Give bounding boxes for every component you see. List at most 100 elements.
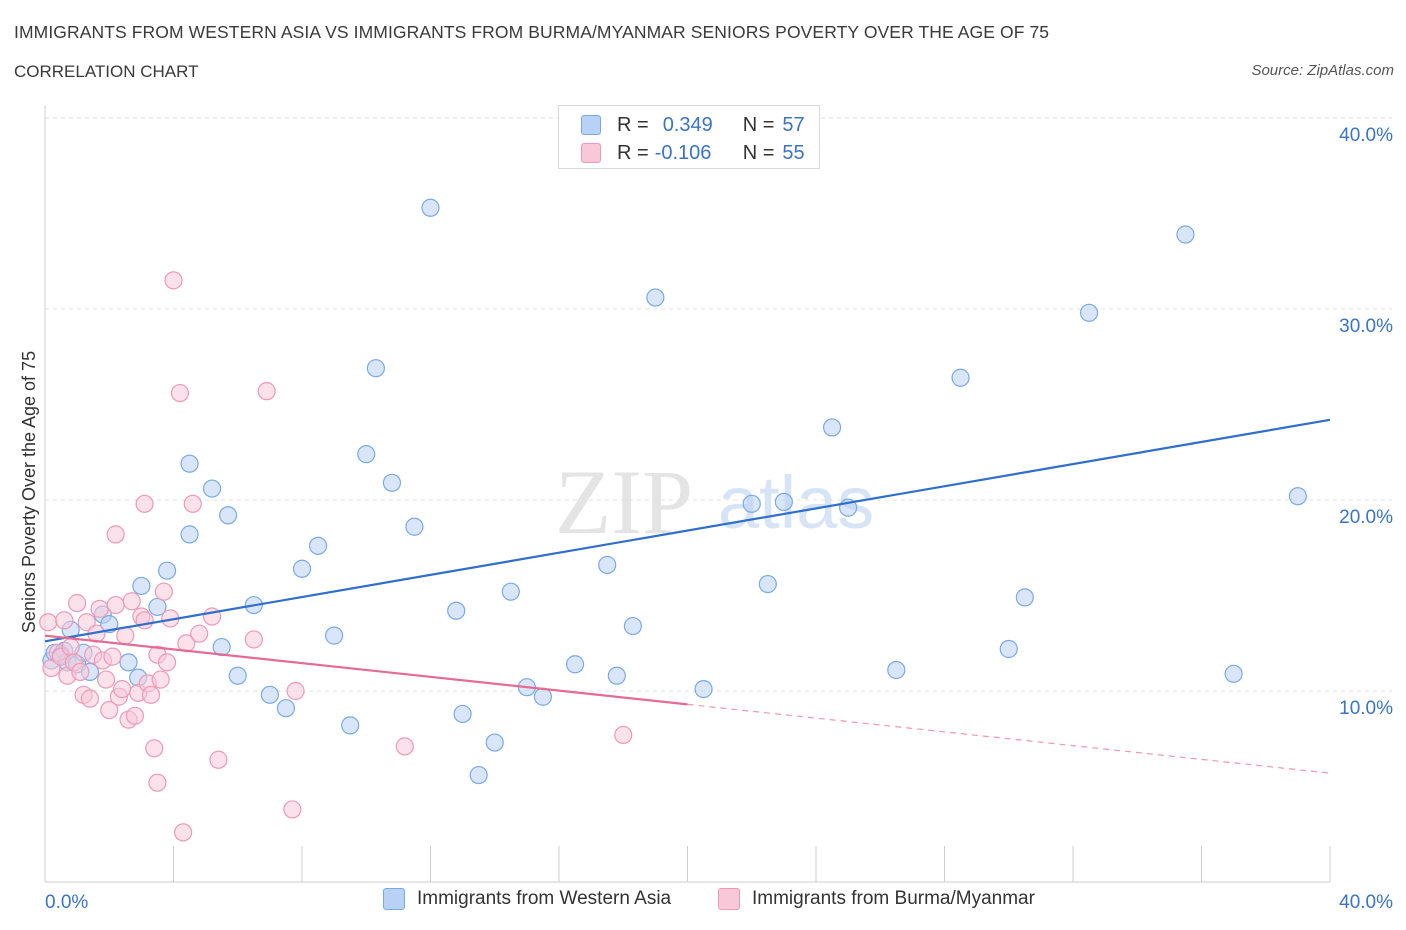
legend-n-label: N = bbox=[742, 141, 775, 164]
western-asia-point bbox=[366, 359, 385, 378]
chart-source: Source: ZipAtlas.com bbox=[1251, 62, 1394, 79]
western-asia-point bbox=[1079, 303, 1099, 322]
burma-point bbox=[55, 611, 74, 630]
burma-point bbox=[106, 595, 125, 615]
legend-swatch-burma bbox=[581, 143, 601, 163]
burma-point bbox=[145, 739, 164, 758]
western-asia-point bbox=[646, 288, 665, 307]
legend-row-western-asia: R = 0.349 N = 57 bbox=[581, 113, 805, 137]
western-asia-point bbox=[887, 660, 906, 680]
legend-r-label: R = bbox=[617, 141, 649, 164]
burma-point bbox=[125, 706, 145, 725]
western-asia-point bbox=[157, 561, 177, 580]
western-asia-point bbox=[132, 576, 151, 596]
western-asia-point bbox=[533, 687, 553, 706]
burma-point bbox=[148, 773, 167, 792]
burma-point bbox=[39, 613, 58, 632]
western-asia-point bbox=[607, 666, 626, 685]
burma-point bbox=[68, 594, 87, 613]
western-asia-point bbox=[260, 685, 279, 704]
western-asia-trendline bbox=[44, 418, 1331, 643]
burma-point bbox=[157, 653, 177, 672]
legend-swatch-western-asia bbox=[581, 115, 601, 135]
burma-point bbox=[209, 750, 228, 769]
burma-point bbox=[135, 494, 154, 513]
burma-point bbox=[174, 823, 193, 842]
y-tick-label: 20.0% bbox=[1339, 507, 1393, 528]
burma-point bbox=[244, 630, 263, 649]
western-asia-point bbox=[694, 679, 713, 699]
burma-point bbox=[100, 700, 119, 720]
burma-point bbox=[183, 494, 202, 513]
burma-point bbox=[141, 685, 161, 704]
western-asia-point bbox=[180, 454, 199, 473]
western-asia-point bbox=[501, 582, 520, 601]
burma-point bbox=[90, 599, 109, 618]
burma-point bbox=[122, 592, 141, 611]
chart-title: IMMIGRANTS FROM WESTERN ASIA VS IMMIGRAN… bbox=[14, 22, 1050, 42]
burma-point bbox=[71, 662, 90, 682]
legend-r-label: R = bbox=[617, 113, 649, 136]
y-tick-label: 10.0% bbox=[1339, 698, 1393, 719]
western-asia-point bbox=[447, 601, 466, 620]
western-asia-point bbox=[180, 525, 199, 544]
western-asia-point bbox=[1288, 487, 1307, 506]
series-label-western-asia: Immigrants from Western Asia bbox=[417, 888, 672, 909]
western-asia-point bbox=[951, 368, 970, 387]
western-asia-point bbox=[623, 616, 642, 636]
burma-point bbox=[614, 725, 633, 745]
x-tick-label: 40.0% bbox=[1339, 892, 1393, 913]
x-tick-label: 0.0% bbox=[45, 892, 88, 913]
western-asia-point bbox=[308, 536, 328, 555]
western-asia-point bbox=[405, 517, 424, 536]
western-asia-point bbox=[202, 479, 222, 498]
western-asia-point bbox=[219, 506, 238, 525]
correlation-legend: R = 0.349 N = 57 R = -0.106 N = 55 bbox=[558, 105, 820, 169]
western-asia-point bbox=[1224, 664, 1243, 683]
series-legend-western-asia: Immigrants from Western Asia bbox=[383, 888, 671, 910]
burma-point bbox=[80, 689, 100, 708]
burma-point bbox=[106, 525, 125, 544]
western-asia-point bbox=[565, 655, 585, 674]
burma-trendline bbox=[44, 634, 688, 706]
burma-point bbox=[257, 382, 276, 401]
y-tick-label: 40.0% bbox=[1339, 125, 1393, 146]
western-asia-point bbox=[485, 733, 504, 752]
series-swatch-western-asia bbox=[383, 888, 405, 910]
western-asia-point bbox=[100, 615, 119, 634]
burma-trendline-extension bbox=[687, 703, 1331, 774]
burma-point bbox=[190, 624, 209, 643]
western-asia-point bbox=[742, 494, 761, 513]
series-label-burma: Immigrants from Burma/Myanmar bbox=[752, 888, 1035, 909]
western-asia-point bbox=[119, 653, 138, 672]
western-asia-point bbox=[292, 559, 312, 578]
western-asia-point bbox=[822, 418, 842, 437]
burma-point bbox=[170, 383, 190, 403]
burma-point bbox=[395, 737, 414, 756]
burma-point bbox=[61, 637, 80, 657]
watermark-zip: ZIP bbox=[555, 451, 693, 553]
burma-point bbox=[151, 670, 170, 689]
western-asia-point bbox=[325, 626, 344, 645]
western-asia-point bbox=[341, 716, 360, 735]
western-asia-point bbox=[999, 639, 1018, 659]
western-asia-point bbox=[382, 473, 402, 492]
legend-row-burma: R = -0.106 N = 55 bbox=[581, 141, 805, 165]
western-asia-point bbox=[469, 765, 488, 785]
legend-n-value: 57 bbox=[782, 113, 805, 136]
series-legend-burma: Immigrants from Burma/Myanmar bbox=[718, 888, 1035, 910]
legend-n-label: N = bbox=[742, 113, 775, 136]
legend-n-value: 55 bbox=[782, 141, 805, 164]
western-asia-point bbox=[276, 699, 296, 718]
y-tick-label: 30.0% bbox=[1339, 316, 1393, 337]
burma-point bbox=[103, 647, 122, 666]
burma-point bbox=[286, 681, 305, 701]
western-asia-point bbox=[148, 597, 167, 617]
western-asia-point bbox=[421, 198, 440, 217]
y-axis-title: Seniors Poverty Over the Age of 75 bbox=[19, 351, 39, 633]
chart-subtitle: CORRELATION CHART bbox=[14, 62, 199, 81]
burma-point bbox=[116, 626, 135, 645]
burma-point bbox=[154, 582, 173, 601]
western-asia-point bbox=[357, 445, 376, 464]
burma-point bbox=[164, 271, 183, 290]
